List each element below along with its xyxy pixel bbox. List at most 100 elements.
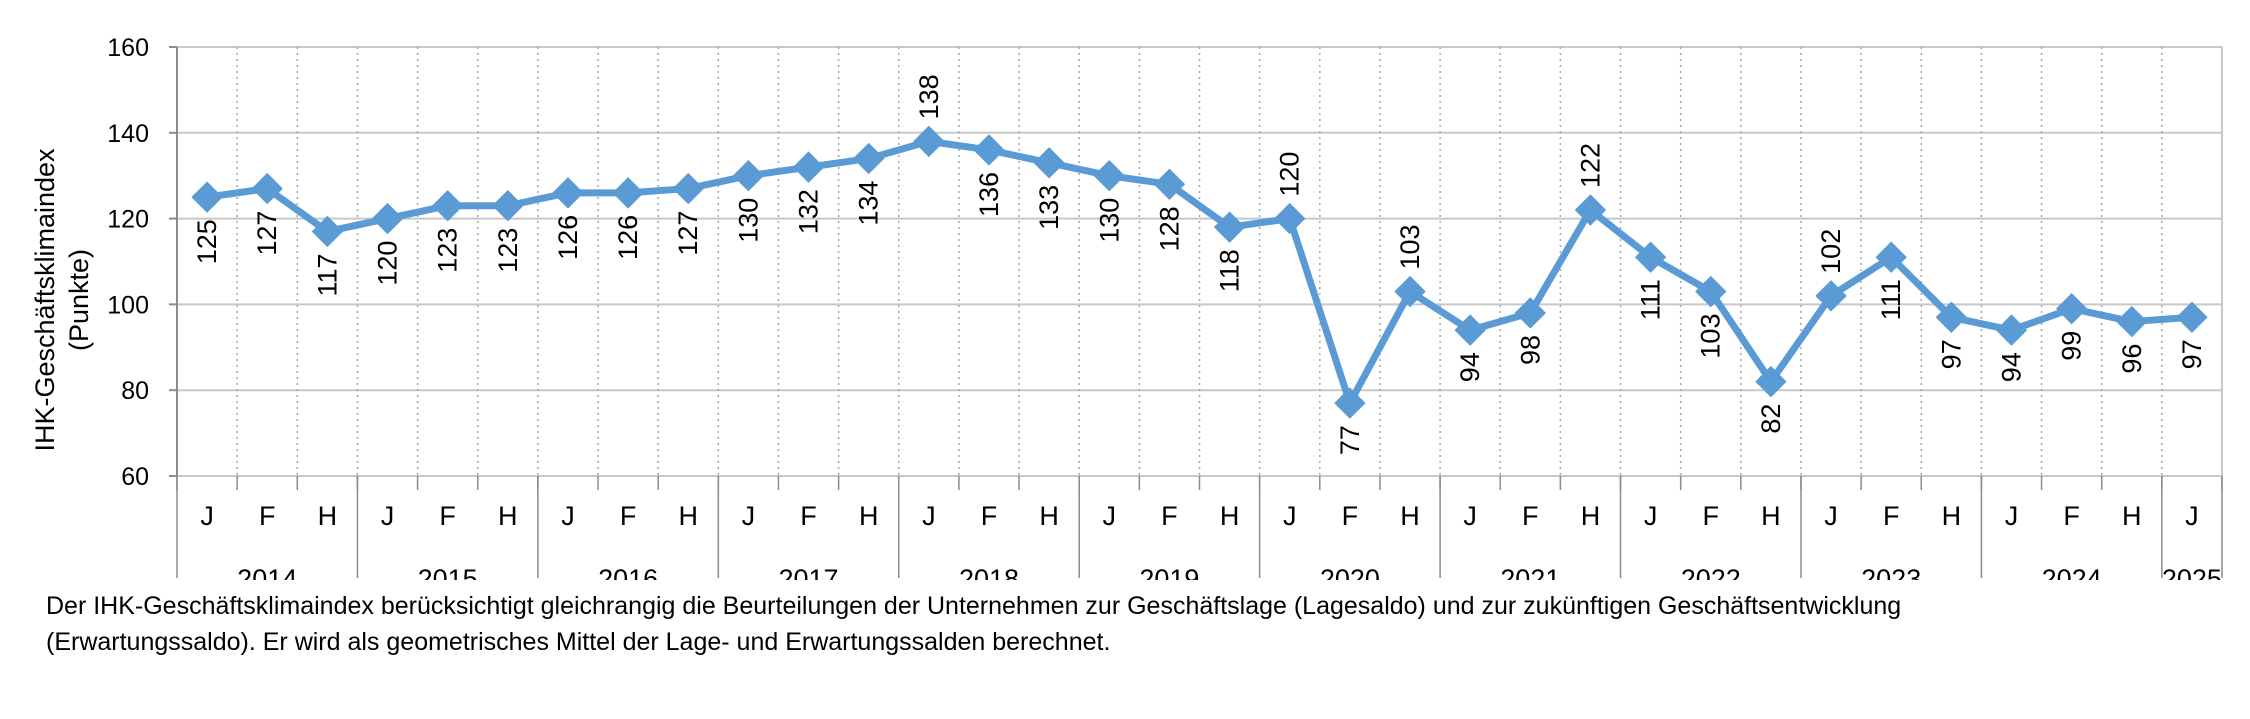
x-period-label: H (1400, 501, 1420, 531)
x-period-label: J (561, 501, 575, 531)
data-point (1334, 387, 1366, 419)
data-label: 130 (1094, 198, 1124, 243)
data-label: 133 (1034, 185, 1064, 230)
data-point (1274, 202, 1306, 235)
y-tick-label: 60 (121, 463, 149, 491)
series-line (206, 137, 2193, 407)
data-label: 125 (192, 219, 222, 264)
x-year-label: 2024 (2042, 564, 2102, 580)
x-period-label: H (1761, 501, 1781, 531)
x-year-label: 2019 (1139, 564, 1199, 580)
x-period-label: H (1220, 501, 1240, 531)
data-label: 102 (1816, 229, 1846, 274)
x-period-label: F (1342, 501, 1359, 531)
data-label: 96 (2117, 344, 2147, 374)
data-point (1755, 365, 1787, 398)
data-labels: 125 127 117 120 123 123 126 126 127 130 132 134 138 1… (192, 74, 2207, 455)
x-period-label: H (1942, 501, 1962, 531)
data-label: 122 (1575, 143, 1605, 188)
x-period-label: F (800, 501, 817, 531)
x-year-label: 2016 (598, 564, 658, 580)
data-label: 127 (673, 211, 703, 256)
x-year-label: 2022 (1681, 564, 1741, 580)
data-point (431, 190, 464, 222)
data-point (1514, 297, 1547, 329)
data-label: 94 (1996, 352, 2026, 382)
data-point (913, 125, 945, 158)
data-point (1815, 280, 1847, 312)
y-tick-label: 140 (107, 120, 149, 148)
x-period-label: F (981, 501, 998, 531)
line-chart: 160 140 120 100 80 60 J F H J F H J F H J F H J F H J F H J F H J F… (30, 34, 2223, 580)
y-tick-label: 80 (121, 377, 149, 405)
footnote-line-2: (Erwartungssaldo). Er wird als geometris… (46, 628, 1111, 656)
data-label: 82 (1756, 404, 1786, 434)
data-point (1033, 147, 1065, 179)
data-point (672, 172, 704, 205)
data-label: 132 (794, 189, 824, 234)
data-label: 138 (914, 74, 944, 119)
data-label: 126 (553, 215, 583, 260)
x-period-label: J (1283, 501, 1297, 531)
x-period-label: F (1161, 501, 1178, 531)
x-period-label: J (1644, 501, 1658, 531)
x-period-label: F (2063, 501, 2080, 531)
data-point (311, 215, 344, 248)
data-point (1454, 314, 1486, 346)
x-period-label: J (742, 501, 756, 531)
data-point (1574, 194, 1607, 226)
data-label: 97 (1936, 339, 1966, 369)
x-period-label: F (1522, 501, 1539, 531)
data-point (2116, 305, 2148, 338)
data-point (552, 177, 584, 209)
data-label: 134 (854, 181, 884, 226)
x-year-label: 2023 (1861, 564, 1921, 580)
data-label: 94 (1455, 352, 1485, 382)
data-label: 99 (2057, 331, 2087, 361)
data-label: 128 (1154, 206, 1184, 251)
grid-lines (177, 46, 2223, 477)
data-point (371, 202, 404, 235)
x-period-label: J (2185, 501, 2199, 531)
data-point (1213, 211, 1246, 243)
footnote: Der IHK-Geschäftsklimaindex berücksichti… (46, 588, 2206, 660)
x-period-label: H (498, 501, 518, 531)
x-period-label: H (679, 501, 699, 531)
x-period-label: J (1463, 501, 1477, 531)
data-label: 117 (312, 253, 342, 296)
x-period-label: H (318, 501, 338, 531)
data-label: 103 (1395, 224, 1425, 269)
data-label: 111 (1636, 279, 1666, 320)
data-point (852, 142, 885, 175)
x-year-label: 2014 (237, 564, 297, 580)
x-period-label: H (2122, 501, 2142, 531)
data-point (2055, 292, 2088, 325)
x-year-label: 2025 (2162, 564, 2222, 580)
x-period-label: J (381, 501, 395, 531)
x-period-label: F (259, 501, 276, 531)
x-year-label: 2020 (1320, 564, 1380, 580)
x-period-label: F (1703, 501, 1720, 531)
data-label: 77 (1335, 425, 1365, 455)
data-label: 120 (373, 241, 403, 286)
series-klimaindex (191, 125, 2208, 419)
data-point (732, 159, 765, 192)
footnote-line-1: Der IHK-Geschäftsklimaindex berücksichti… (46, 592, 1902, 620)
data-point (251, 172, 283, 205)
x-year-label: 2015 (418, 564, 478, 580)
data-label: 103 (1696, 314, 1726, 359)
data-label: 123 (433, 228, 463, 273)
y-axis-unit: (Punkte) (64, 249, 94, 351)
data-point (2176, 301, 2208, 333)
y-tick-label: 100 (107, 291, 149, 319)
data-label: 136 (974, 172, 1004, 217)
y-axis: 160 140 120 100 80 60 (107, 34, 178, 491)
x-period-label: H (1039, 501, 1059, 531)
y-tick-label: 120 (107, 206, 149, 234)
data-label: 127 (252, 211, 282, 256)
data-label: 126 (613, 215, 643, 260)
data-label: 120 (1275, 152, 1305, 197)
data-point (612, 177, 644, 209)
data-point (1935, 301, 1968, 333)
x-year-label: 2018 (959, 564, 1019, 580)
